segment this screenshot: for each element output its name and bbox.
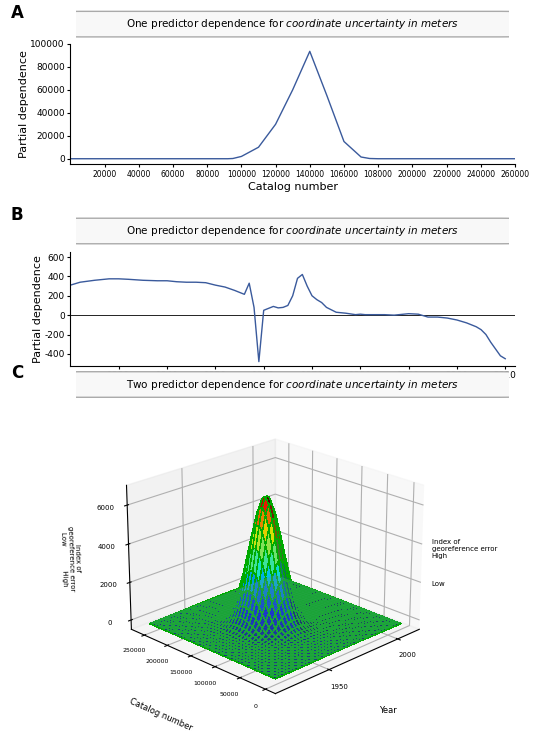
- FancyBboxPatch shape: [63, 372, 518, 397]
- Text: Index of
georeference error
High



Low: Index of georeference error High Low: [432, 539, 497, 587]
- FancyBboxPatch shape: [63, 12, 518, 37]
- Text: Two predictor dependence for $\it{coordinate\ uncertainty\ in\ meters}$: Two predictor dependence for $\it{coordi…: [126, 377, 459, 392]
- Text: B: B: [11, 206, 23, 224]
- X-axis label: Year: Year: [378, 706, 396, 715]
- Y-axis label: Partial dependence: Partial dependence: [19, 50, 29, 158]
- X-axis label: Catalog number: Catalog number: [248, 182, 338, 192]
- Text: One predictor dependence for $\it{coordinate\ uncertainty\ in\ meters}$: One predictor dependence for $\it{coordi…: [126, 17, 459, 31]
- X-axis label: Year: Year: [281, 383, 305, 393]
- Y-axis label: Catalog number: Catalog number: [128, 697, 193, 731]
- Text: One predictor dependence for $\it{coordinate\ uncertainty\ in\ meters}$: One predictor dependence for $\it{coordi…: [126, 224, 459, 238]
- FancyBboxPatch shape: [63, 219, 518, 243]
- Y-axis label: Partial dependence: Partial dependence: [33, 255, 43, 363]
- Text: C: C: [11, 364, 23, 382]
- Text: A: A: [11, 4, 24, 22]
